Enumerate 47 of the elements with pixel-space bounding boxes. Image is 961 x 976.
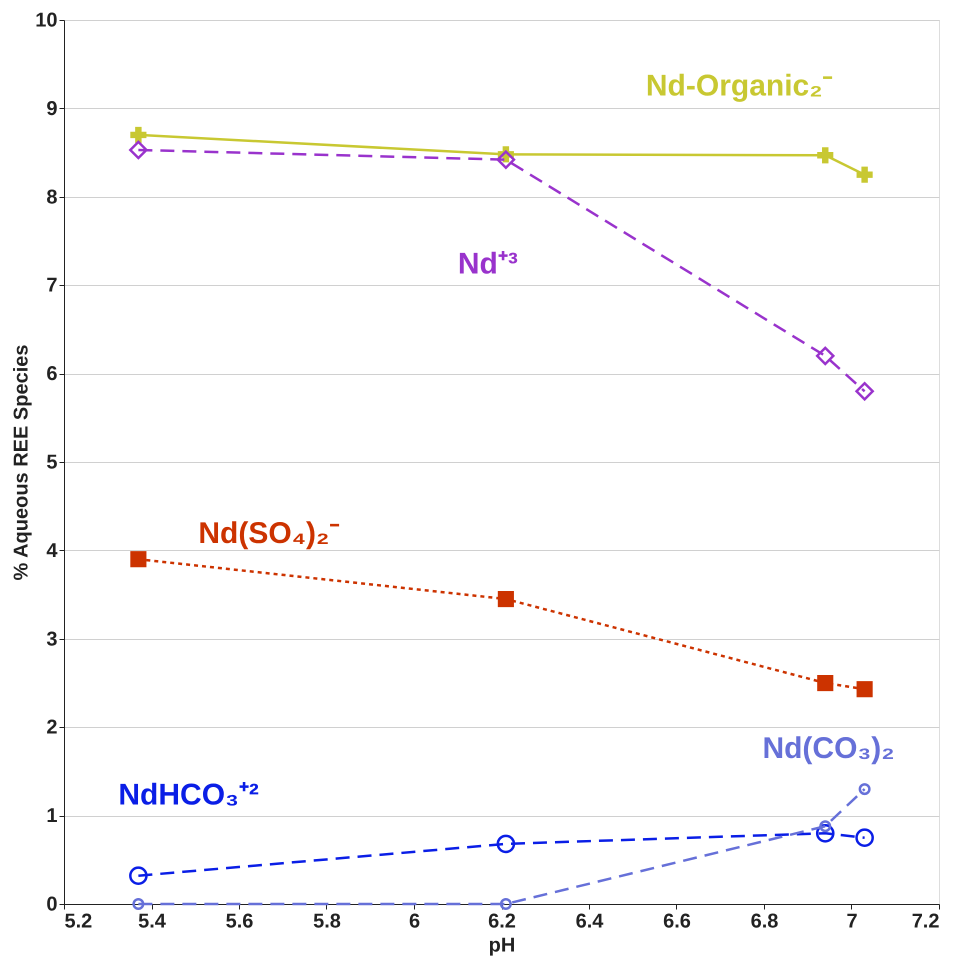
y-tick-label: 4 [46,540,58,562]
y-tick-label: 1 [46,805,58,828]
point [816,346,835,366]
x-tick-label: 7.2 [912,910,940,932]
y-tick-label: 10 [35,10,58,32]
y-tick-label: 6 [46,363,58,386]
point [129,866,148,886]
x-tick-label: 5.4 [138,910,167,932]
point [858,783,871,796]
point [819,820,832,832]
y-axis-title: % Aqueous REE Species [10,344,32,580]
point [132,898,144,910]
point [817,147,834,164]
x-tick-label: 6.8 [750,910,778,932]
y-tick-label: 3 [46,628,58,650]
x-tick-label: 5.8 [313,910,341,932]
x-axis-title: pH [488,934,516,956]
x-tick-label: 7 [846,910,858,932]
point [855,382,874,401]
y-tick-label: 2 [46,716,58,739]
series-label: NdHCO₃⁺² [118,778,259,812]
point [130,551,146,568]
y-tick-label: 0 [46,894,58,916]
point [498,590,514,608]
x-tick-label: 6.6 [663,910,691,932]
y-tick-label: 5 [46,452,58,474]
point [496,150,516,169]
point [496,834,516,854]
y-tick-label: 7 [46,274,58,297]
y-tick-label: 8 [46,186,58,208]
point [817,674,834,692]
x-tick-label: 6 [408,910,420,932]
point [856,681,873,698]
point [855,828,874,847]
point [129,140,148,160]
point [500,898,512,910]
x-tick-label: 6.2 [488,910,516,932]
point [130,126,146,143]
series-label: Nd(SO₄)₂⁻ [198,517,340,550]
x-tick-label: 6.4 [576,910,604,932]
text: Nd⁺³ [458,248,518,281]
y-tick-label: 9 [46,98,58,120]
x-tick-label: 5.2 [64,910,92,932]
series-label: Nd(CO₃)₂ [762,732,895,766]
x-tick-label: 5.6 [226,910,254,932]
point [856,166,873,183]
series-label: Nd-Organic₂⁻ [646,69,833,102]
